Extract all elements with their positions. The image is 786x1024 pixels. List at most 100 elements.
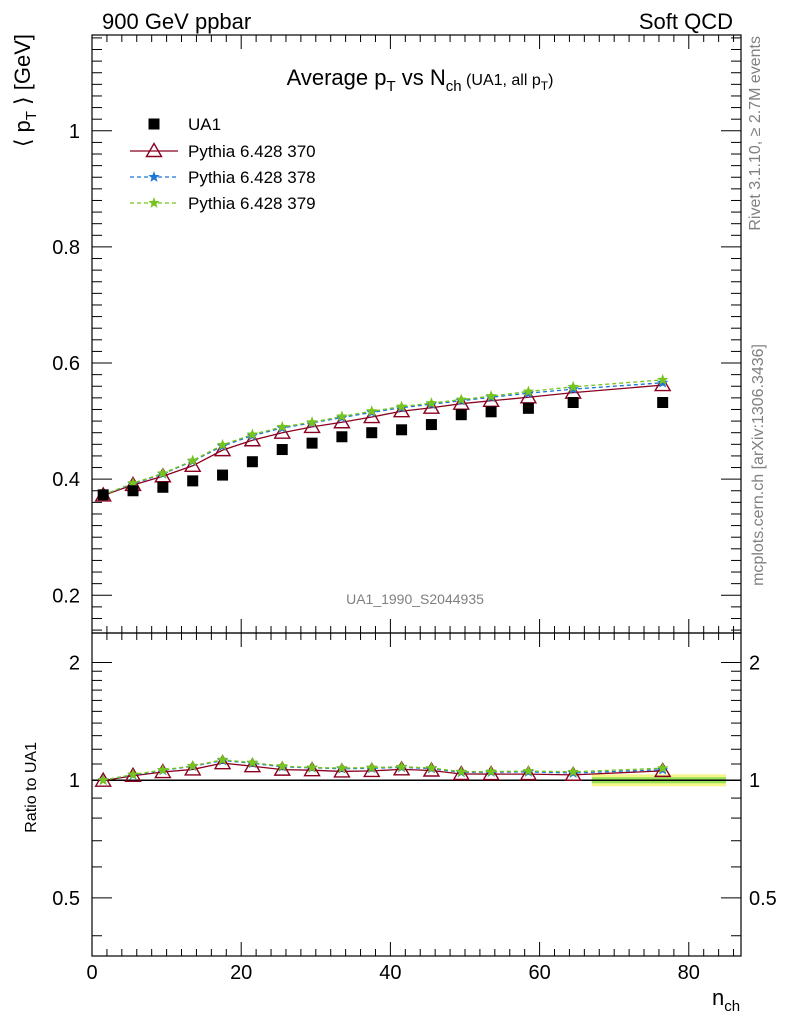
x-axis-label: nch (712, 985, 740, 1015)
header-left: 900 GeV ppbar (102, 9, 251, 34)
point-p379 (656, 373, 669, 385)
x-tick-label: 80 (678, 962, 700, 984)
ratio-point-p379 (395, 760, 408, 772)
point-p379 (127, 477, 139, 489)
ratio-point-p379 (216, 753, 229, 765)
point-p379 (246, 428, 259, 440)
ratio-point-p379 (656, 762, 669, 774)
plot-title: Average pT vs Nch (UA1, all pT) (287, 65, 554, 95)
point-p379 (336, 410, 348, 422)
point-p370 (273, 423, 291, 439)
ratio-point-p370 (183, 760, 202, 776)
ratio-point-p379 (522, 765, 535, 776)
main-series (94, 373, 672, 502)
ratio-point-p370 (564, 765, 582, 782)
point-p370 (243, 431, 262, 447)
ratio-point-p379 (336, 762, 348, 773)
x-tick-label: 60 (528, 962, 550, 984)
ratio-point-p370 (333, 762, 351, 778)
side-text-bottom: mcplots.cern.ch [arXiv:1306.3436] (750, 344, 767, 586)
y-tick-label: 1 (69, 121, 80, 143)
main-axes: 0.2 0.4 0.6 0.8 1 (52, 34, 742, 956)
x-tick-label: 40 (379, 962, 401, 984)
ratio-point-p379 (276, 760, 288, 771)
ratio-point-p379 (425, 761, 438, 773)
point-p379 (455, 393, 467, 405)
ratio-point-p370 (422, 761, 441, 777)
point-p379 (187, 454, 199, 466)
point-p379 (395, 400, 408, 412)
point-p379 (366, 405, 378, 417)
series-line-p370 (102, 384, 663, 497)
ratio-point-p370 (392, 760, 411, 776)
ratio-frame (91, 632, 742, 957)
series-line-p379 (102, 379, 663, 496)
point-p379 (276, 420, 288, 432)
ratio-point-p370 (124, 766, 142, 782)
point-p379 (485, 390, 497, 401)
y-tick-label: 0.4 (52, 469, 80, 491)
ratio-y-tick-label-right: 0.5 (749, 888, 777, 910)
point-p379 (306, 416, 318, 428)
point-p370 (452, 394, 470, 410)
ratio-point-p370 (213, 754, 232, 770)
ratio-point-p370 (303, 761, 321, 777)
ratio-y-tick-label-right: 2 (749, 653, 760, 675)
point-ua1 (276, 444, 288, 456)
point-ua1 (396, 424, 408, 436)
legend-marker-ua1 (148, 118, 160, 130)
y-tick-label: 0.6 (52, 353, 80, 375)
legend-marker-p378 (148, 171, 160, 182)
legend: UA1 Pythia 6.428 370 Pythia 6.428 378 Pythi… (130, 115, 316, 213)
point-p370 (422, 398, 441, 414)
y-tick-label: 0.8 (52, 237, 80, 259)
ratio-y-tick-label: 1 (69, 770, 80, 792)
ratio-point-p370 (273, 760, 291, 776)
point-p370 (213, 441, 232, 457)
point-ua1 (455, 409, 467, 421)
x-tick-label: 20 (230, 962, 252, 984)
ratio-point-p379 (127, 768, 139, 780)
point-ua1 (306, 437, 318, 449)
legend-marker-p370 (145, 142, 163, 158)
ratio-point-p370 (482, 765, 500, 781)
ratio-axes: 0 20 40 60 80 0.5 0.5 1 1 2 2 (52, 35, 777, 984)
point-p370 (363, 408, 381, 424)
point-p379 (425, 397, 438, 408)
point-ua1 (336, 431, 348, 443)
ratio-point-p379 (567, 765, 579, 777)
ratio-point-p379 (455, 765, 467, 777)
ratio-y-tick-label: 2 (69, 653, 80, 675)
ratio-line-p370 (103, 762, 663, 782)
ratio-point-p370 (363, 762, 381, 778)
point-ua1 (246, 456, 258, 468)
point-ua1 (157, 481, 169, 493)
x-tick-label: 0 (86, 962, 97, 984)
point-p370 (519, 388, 538, 404)
legend-label-p379: Pythia 6.428 379 (188, 194, 316, 213)
ratio-point-p370 (243, 757, 262, 773)
ratio-point-p379 (187, 759, 199, 771)
point-p370 (482, 391, 500, 407)
y-axis-label: ⟨ pT ⟩ [GeV] (10, 34, 40, 147)
point-ua1 (127, 485, 139, 497)
ratio-point-p379 (485, 765, 497, 777)
point-ua1 (217, 469, 229, 481)
legend-label-p370: Pythia 6.428 370 (188, 142, 316, 161)
ratio-y-tick-label-right: 1 (749, 770, 760, 792)
point-ua1 (97, 489, 109, 501)
point-ua1 (485, 406, 497, 418)
point-p370 (303, 417, 321, 434)
header-right: Soft QCD (639, 9, 733, 34)
point-ua1 (657, 397, 669, 409)
point-ua1 (187, 475, 199, 487)
point-ua1 (366, 427, 378, 439)
point-p379 (216, 438, 229, 450)
ratio-y-axis-label: Ratio to UA1 (23, 742, 40, 833)
ratio-point-p370 (519, 765, 538, 781)
point-ua1 (425, 419, 437, 431)
side-text-top: Rivet 3.1.10, ≥ 2.7M events (747, 36, 764, 231)
point-ua1 (567, 397, 579, 409)
ratio-series (94, 753, 672, 787)
